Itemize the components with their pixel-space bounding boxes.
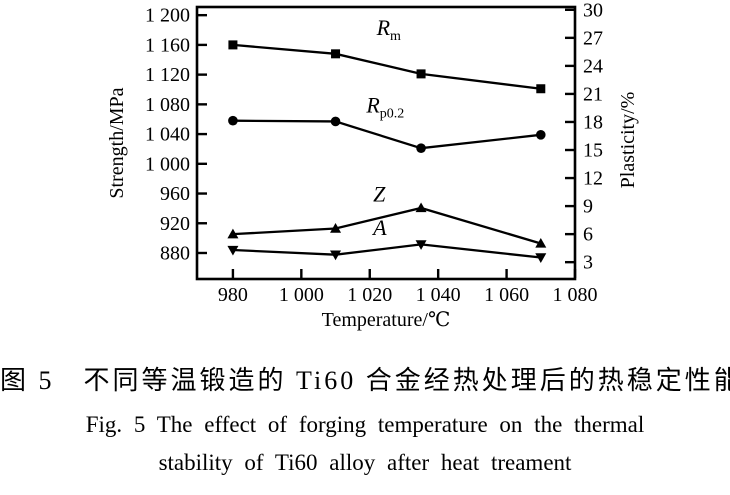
left-axis-tick-label: 880 [160,242,190,264]
series-line-Rm [232,43,541,90]
marker-triangle-up-Z [227,228,239,239]
series-line-A [232,243,541,259]
right-axis-tick-label: 9 [583,196,593,218]
marker-triangle-up-Z [415,202,427,213]
x-axis-tick-label: 980 [218,284,248,306]
marker-triangle-down-A [330,250,342,261]
x-axis-tick-label: 1 060 [484,284,529,306]
marker-triangle-up-Z [330,223,342,233]
marker-circle-Rp0.2 [416,143,426,154]
left-axis-tick-label: 920 [160,213,190,235]
marker-triangle-down-A [535,253,547,264]
marker-circle-Rp0.2 [228,115,238,126]
right-axis-tick-label: 27 [583,27,603,49]
marker-square-Rm [536,84,546,94]
left-y-axis-title: Strength/MPa [106,87,128,198]
right-axis-tick-label: 3 [583,252,593,274]
right-axis-tick-label: 6 [583,224,593,246]
marker-square-Rm [228,40,238,50]
caption-english-line1: Fig. 5 The effect of forging temperature… [85,412,645,437]
left-axis-tick-label: 1 200 [145,5,190,27]
right-axis-tick-label: 15 [583,140,603,162]
series-line-Rp0.2 [232,119,541,150]
caption-chinese: 图 5 不同等温锻造的 Ti60 合金经热处理后的热稳定性能 [0,366,730,395]
left-axis-tick-label: 1 040 [145,124,190,146]
plot-frame [195,5,577,281]
right-axis-tick-label: 30 [583,0,603,21]
marker-triangle-up-Z [535,237,547,248]
x-axis-tick-label: 1 000 [279,284,324,306]
marker-square-Rm [416,69,426,79]
x-axis-title: Temperature/℃ [322,309,451,331]
marker-triangle-down-A [227,245,239,256]
right-y-axis-title: Plasticity/% [617,92,639,189]
series-label-Rp0.2: Rp0.2 [365,93,404,122]
marker-circle-Rp0.2 [330,116,341,127]
left-axis-tick-label: 1 120 [145,64,190,86]
left-axis-tick-label: 960 [160,183,190,205]
marker-square-Rm [331,49,341,59]
series-label-A: A [371,215,387,240]
left-axis-tick-label: 1 000 [145,153,190,175]
marker-triangle-down-A [415,240,427,250]
caption-english-line2: stability of Ti60 alloy after heat tream… [158,450,572,475]
x-axis-tick-label: 1 080 [553,284,598,306]
right-axis-tick-label: 18 [583,111,603,133]
x-axis-tick-label: 1 020 [347,284,392,306]
thermal-stability-chart: 1 200 1 160 1 120 1 080 1 040 1 000 960 920 880 3… [106,0,639,331]
left-axis-tick-label: 1 080 [145,94,190,116]
marker-circle-Rp0.2 [535,130,546,140]
right-axis-tick-label: 24 [583,55,603,77]
left-axis-tick-label: 1 160 [145,34,190,56]
x-axis-tick-label: 1 040 [416,284,461,306]
right-axis-tick-label: 21 [583,83,603,105]
series-label-Rm: Rm [376,15,401,44]
series-label-Z: Z [373,181,386,206]
series-line-Z [232,206,542,245]
right-axis-tick-label: 12 [583,168,603,190]
